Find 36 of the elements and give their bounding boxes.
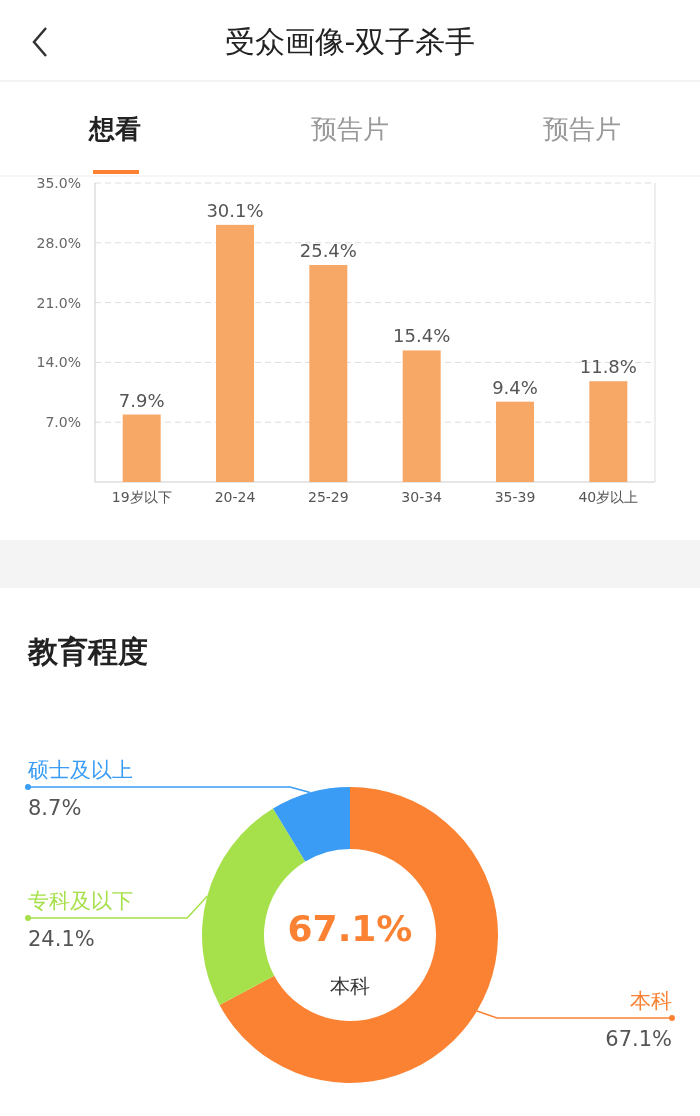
chart-title: 受众画像-双子杀手 — [224, 24, 476, 59]
text: 67.1% — [287, 908, 413, 949]
data-label: 7.9% — [118, 389, 165, 411]
x-tick-label: 20-24 — [214, 489, 256, 505]
bar — [309, 265, 348, 482]
bar — [589, 381, 628, 482]
data-label: 67.1% — [605, 1027, 672, 1051]
x-tick-label: 19岁以下 — [111, 489, 172, 505]
chart-title: 教育程度 — [27, 634, 148, 669]
y-tick-label: 7.0% — [45, 414, 81, 431]
bar — [122, 414, 161, 482]
y-tick-label: 35.0% — [36, 175, 81, 191]
slice-label: 本科 — [630, 989, 672, 1013]
y-tick-label: 28.0% — [36, 234, 81, 251]
data-label: 15.4% — [393, 325, 451, 347]
x-tick-label: 40岁以上 — [578, 489, 639, 505]
data-label: 11.8% — [579, 356, 637, 378]
data-label: 9.4% — [492, 376, 538, 398]
slice-label: 硕士及以上 — [27, 758, 133, 782]
x-tick-label: 30-34 — [401, 489, 443, 505]
x-tick-label: 35-39 — [494, 489, 536, 505]
data-label: 30.1% — [206, 199, 264, 221]
text: 预告片 — [543, 114, 621, 144]
slice-label: 专科及以下 — [28, 889, 133, 913]
y-tick-label: 14.0% — [36, 354, 81, 371]
data-label: 25.4% — [299, 240, 357, 262]
y-tick-label: 21.0% — [36, 294, 81, 311]
data-label: 24.1% — [28, 927, 95, 951]
data-label: 8.7% — [28, 796, 82, 820]
bar — [402, 350, 441, 482]
text: 本科 — [330, 974, 370, 998]
bar — [496, 401, 534, 482]
bar — [216, 224, 254, 482]
text: 想看 — [88, 114, 141, 144]
x-tick-label: 25-29 — [307, 489, 349, 505]
text: 预告片 — [311, 114, 389, 144]
